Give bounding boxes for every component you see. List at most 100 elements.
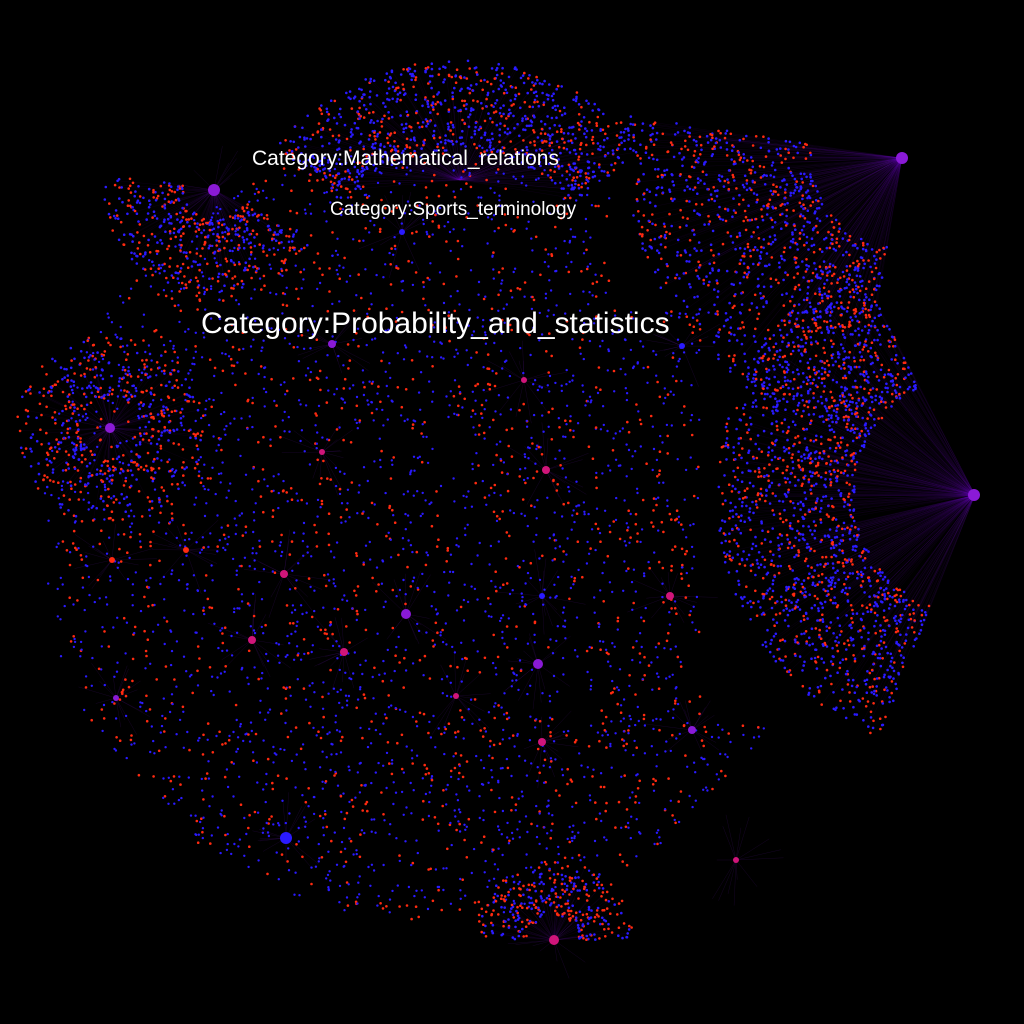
edge — [836, 157, 903, 243]
edge — [359, 231, 403, 249]
node-blue — [312, 726, 315, 730]
node-red — [777, 571, 781, 575]
edge — [771, 494, 976, 641]
edge — [523, 379, 532, 424]
edge — [331, 338, 363, 345]
node-blue — [501, 853, 504, 857]
node-blue — [197, 833, 200, 836]
node-red — [279, 436, 282, 439]
node-blue — [212, 212, 215, 215]
node-red — [380, 198, 383, 202]
node-blue — [203, 612, 206, 616]
node-blue — [548, 766, 552, 769]
node-red — [506, 766, 510, 770]
node-red — [526, 332, 529, 335]
node-blue — [572, 429, 575, 432]
node-red — [221, 632, 224, 635]
node-red — [625, 742, 628, 746]
edge — [385, 151, 461, 181]
edge — [213, 189, 245, 212]
node-blue — [551, 652, 555, 655]
node-blue — [564, 637, 567, 640]
node-red — [69, 640, 73, 643]
node-red — [295, 211, 299, 215]
edge — [835, 494, 976, 642]
node-blue — [413, 469, 416, 472]
node-blue — [313, 609, 316, 613]
node-blue — [524, 603, 528, 606]
node-blue — [528, 739, 532, 742]
node-red — [260, 288, 263, 291]
edge — [528, 741, 543, 773]
node-red — [459, 709, 462, 712]
node-blue — [550, 829, 553, 832]
edge — [92, 427, 111, 521]
node-blue — [664, 750, 667, 753]
node-blue — [655, 458, 659, 462]
node-blue — [300, 287, 303, 290]
edge — [826, 157, 903, 281]
node-blue — [315, 442, 319, 445]
node-red — [596, 527, 600, 531]
node-blue — [644, 606, 647, 610]
node-red — [436, 514, 439, 517]
node-blue — [489, 544, 493, 548]
edge — [109, 427, 138, 465]
node-blue — [655, 765, 658, 768]
node-blue — [469, 269, 473, 272]
edge — [854, 361, 976, 496]
node-blue — [50, 461, 53, 464]
edge — [823, 421, 976, 496]
node-blue — [278, 661, 281, 664]
edge — [831, 474, 976, 496]
node-red — [209, 842, 212, 845]
edge — [814, 494, 976, 571]
node-blue — [632, 753, 635, 757]
node-blue — [382, 216, 386, 220]
edge — [835, 157, 903, 251]
node-red — [339, 516, 343, 519]
node-red — [347, 367, 350, 370]
node-blue — [171, 519, 174, 522]
node-blue — [706, 789, 709, 792]
edge — [805, 342, 976, 496]
node-blue — [523, 455, 527, 459]
node-blue — [250, 729, 253, 733]
node-blue — [121, 345, 125, 348]
node-red — [421, 818, 425, 821]
node-blue — [499, 586, 502, 589]
node-blue — [676, 458, 679, 461]
node-red — [226, 524, 230, 527]
node-blue — [248, 604, 251, 607]
node-blue — [530, 668, 534, 671]
node-blue — [338, 901, 341, 904]
node-blue — [392, 514, 395, 517]
node-blue — [613, 645, 616, 648]
node-red — [345, 811, 349, 815]
node-red — [567, 270, 571, 274]
node-blue — [563, 457, 566, 460]
node-blue — [411, 715, 415, 719]
node-blue — [234, 532, 237, 536]
node-blue — [495, 171, 498, 174]
edge — [793, 398, 976, 496]
node-blue — [286, 653, 289, 657]
edge — [718, 859, 737, 901]
edge — [342, 651, 345, 682]
edge — [459, 179, 564, 189]
node-red — [572, 435, 575, 439]
node-blue — [394, 706, 397, 710]
edge — [864, 494, 976, 559]
node-blue — [296, 678, 299, 681]
edge — [183, 189, 215, 289]
node-blue — [361, 369, 365, 372]
node-blue — [336, 273, 339, 276]
node-blue — [592, 322, 596, 325]
edge — [733, 859, 737, 906]
edge — [867, 494, 976, 612]
node-blue — [346, 502, 349, 505]
node-blue — [236, 747, 240, 751]
edge — [283, 553, 306, 575]
edge — [699, 136, 903, 159]
node-blue — [130, 522, 134, 525]
